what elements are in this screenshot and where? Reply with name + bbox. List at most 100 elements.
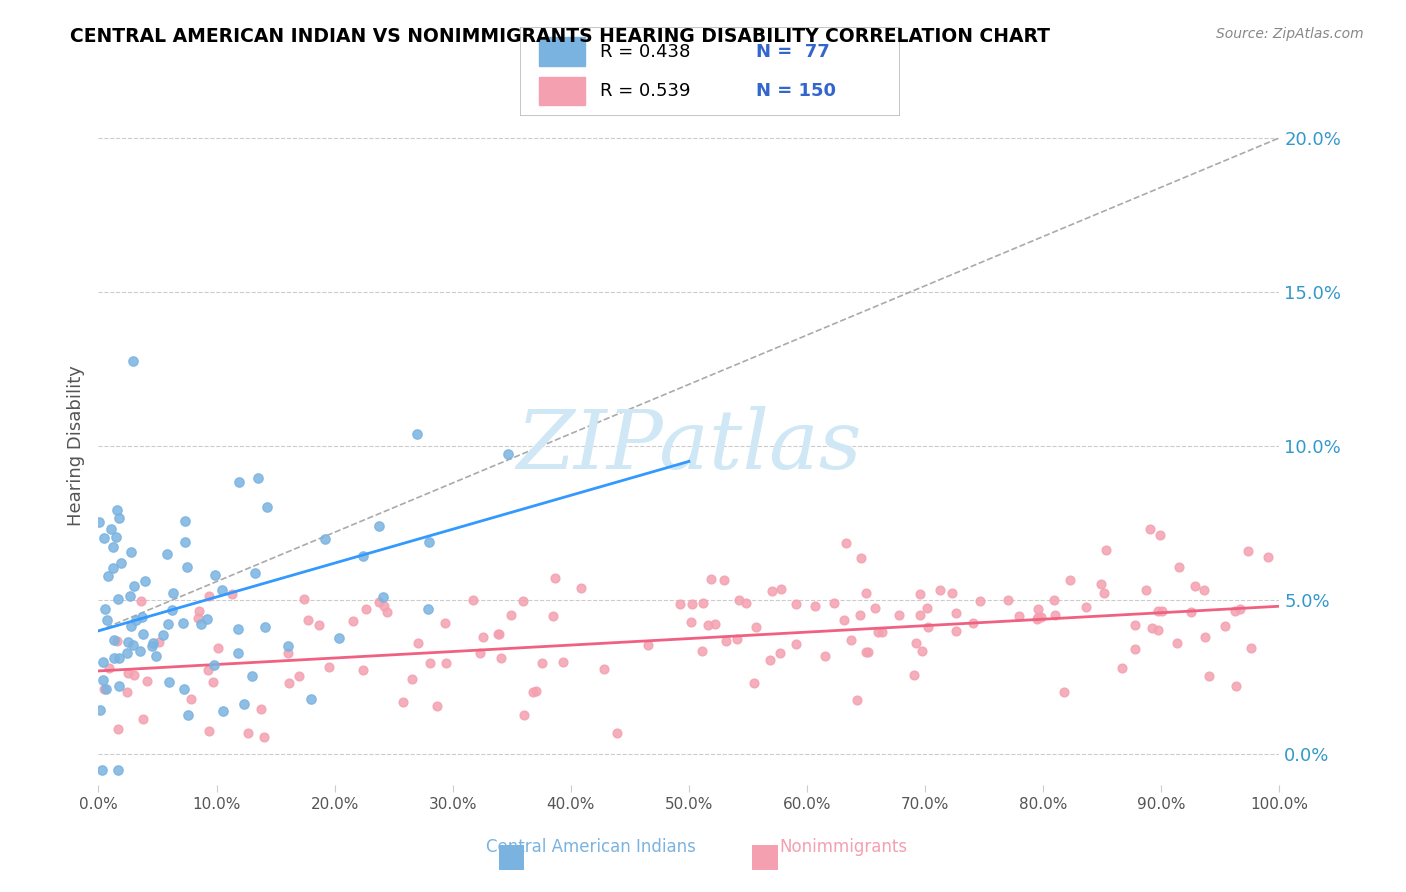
Text: N =  77: N = 77 [755,43,830,61]
Point [471,630,494,644]
Point [1092,586,1115,600]
Point [823,596,845,610]
Point [195,612,218,626]
Point [486,627,509,641]
Point [174,534,197,549]
Point [328,631,350,645]
Point [105,634,128,648]
Point [434,616,457,631]
Point [129,644,152,658]
Point [91,656,114,670]
Point [134,574,156,588]
Point [228,475,250,490]
Point [190,616,212,631]
Point [103,651,125,665]
Point [198,589,221,603]
Point [97,569,120,583]
Point [110,556,132,570]
Point [211,704,233,718]
Point [96,614,118,628]
Point [524,684,547,698]
Point [845,692,868,706]
Point [93,532,115,546]
Bar [540,77,585,105]
Point [1194,631,1216,645]
Point [1123,641,1146,656]
Point [177,707,200,722]
Point [910,644,932,658]
Point [728,592,751,607]
Point [835,536,858,550]
Point [202,675,225,690]
Point [945,606,967,620]
Point [1198,669,1220,683]
Point [101,560,124,574]
Point [699,572,721,586]
Point [98,661,121,675]
Point [1135,582,1157,597]
Point [145,648,167,663]
Point [367,595,389,609]
Point [714,634,737,648]
Point [1026,602,1049,616]
Point [131,712,153,726]
Point [679,615,702,629]
Point [1111,661,1133,675]
Point [839,633,862,648]
Point [1147,623,1170,637]
Point [1052,685,1074,699]
Point [108,679,131,693]
Point [118,589,141,603]
Point [1059,573,1081,587]
Point [292,591,315,606]
Point [152,628,174,642]
Point [969,594,991,608]
Point [910,587,932,601]
Point [1180,605,1202,619]
Text: R = 0.539: R = 0.539 [600,82,690,100]
Point [1225,604,1247,618]
Point [1026,610,1049,624]
Point [240,668,263,682]
Point [1213,618,1236,632]
Point [1236,543,1258,558]
Point [697,618,720,632]
Point [122,579,145,593]
Point [129,594,152,608]
Point [928,582,950,597]
Point [870,625,893,640]
Point [117,635,139,649]
Point [1225,679,1247,693]
Point [105,530,128,544]
Point [187,611,209,625]
Point [373,599,395,614]
Point [858,645,880,659]
Point [803,599,825,614]
Point [1240,641,1263,656]
Point [513,707,536,722]
Point [188,604,211,618]
Point [997,593,1019,607]
Point [156,547,179,561]
Point [769,646,792,660]
Point [107,763,129,777]
Point [238,726,260,740]
Point [91,673,114,688]
Point [541,609,564,624]
Point [637,638,659,652]
Point [758,653,780,667]
Point [103,632,125,647]
Text: R = 0.438: R = 0.438 [600,43,690,61]
Point [1192,582,1215,597]
Point [418,534,440,549]
Point [1229,601,1251,615]
Point [156,616,179,631]
Point [353,549,375,564]
FancyBboxPatch shape [520,27,900,116]
Point [530,656,553,670]
Point [314,532,336,546]
Point [204,567,226,582]
Point [1123,618,1146,632]
Point [142,636,165,650]
Point [770,582,793,596]
